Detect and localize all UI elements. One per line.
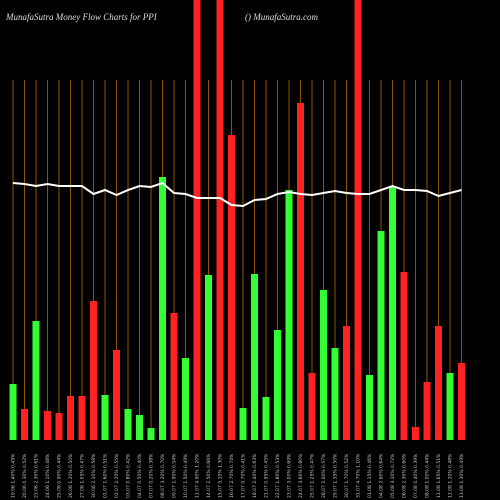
- bar: [136, 415, 143, 440]
- bar: [228, 135, 235, 440]
- x-tick-label: 14.07 2.50% 0.66%: [206, 453, 212, 498]
- bar: [331, 348, 339, 440]
- x-tick-label: 31.07 4.70% 1.10%: [356, 453, 362, 498]
- x-tick-label: 21.07 0.95% 0.45%: [264, 453, 270, 498]
- x-tick-label: 03.07 0.80% 0.42%: [126, 453, 132, 498]
- bar: [458, 363, 465, 440]
- bar: [67, 396, 74, 440]
- x-tick-label: 08.08 1.00% 0.44%: [425, 453, 431, 498]
- bar: [239, 408, 247, 440]
- x-tick-label: 07.07 0.20% 0.38%: [149, 453, 155, 498]
- bar: [113, 350, 120, 440]
- bar: [55, 413, 63, 440]
- x-tick-label: 04.08 2.60% 0.64%: [379, 453, 385, 498]
- bar: [366, 375, 373, 440]
- bar: [205, 275, 212, 440]
- chart-title: MunafaSutra Money Flow Charts for PPI: [5, 12, 158, 22]
- bar: [21, 409, 28, 440]
- bar: [159, 177, 166, 440]
- bar: [354, 0, 362, 440]
- x-tick-label: 30.07 1.70% 0.52%: [344, 453, 350, 498]
- x-tick-label: 23.06 2.30% 0.61%: [34, 453, 40, 498]
- bar: [343, 326, 350, 440]
- bar: [435, 326, 442, 440]
- x-tick-label: 22.07 1.80% 0.53%: [275, 453, 281, 498]
- x-tick-label: 23.07 3.00% 0.69%: [287, 453, 293, 498]
- bar: [216, 0, 224, 440]
- x-tick-label: 30.06 2.10% 0.58%: [91, 453, 97, 498]
- x-tick-label: 25.06 0.90% 0.44%: [57, 453, 63, 498]
- x-tick-label: 25.07 1.25% 0.47%: [310, 453, 316, 498]
- x-tick-label: 15.07 5.10% 1.30%: [218, 453, 224, 498]
- x-tick-label: 18.07 2.40% 0.63%: [252, 453, 258, 498]
- bar: [101, 395, 109, 440]
- x-tick-label: 24.06 1.10% 0.48%: [45, 453, 51, 498]
- x-tick-label: 07.08 0.40% 0.39%: [413, 453, 419, 498]
- bar: [251, 274, 258, 440]
- x-tick-label: 29.07 1.35% 0.50%: [333, 453, 339, 498]
- bar: [412, 427, 419, 440]
- x-tick-label: 08.07 3.20% 0.70%: [160, 453, 166, 498]
- x-tick-label: 05.08 3.10% 0.72%: [390, 453, 396, 498]
- x-tick-label: 04.07 0.50% 0.40%: [137, 453, 143, 498]
- x-tick-label: 09.07 1.90% 0.54%: [172, 453, 178, 498]
- x-tick-label: 19.06 1.40% 0.45%: [11, 453, 17, 498]
- bar: [285, 190, 293, 440]
- bar: [274, 330, 281, 440]
- bar: [44, 411, 51, 440]
- bar: [90, 301, 97, 440]
- x-tick-label: 28.07 2.00% 0.57%: [321, 453, 327, 498]
- x-tick-label: 24.07 3.60% 0.80%: [298, 453, 304, 498]
- bar: [147, 428, 155, 440]
- x-tick-label: 26.06 1.20% 0.50%: [68, 453, 74, 498]
- bar: [308, 373, 316, 440]
- bar: [182, 358, 189, 440]
- x-tick-label: 01.08 1.15% 0.46%: [367, 453, 373, 498]
- x-tick-label: 11.07 4.90% 1.20%: [195, 453, 201, 498]
- bar: [124, 409, 132, 440]
- bar: [262, 397, 270, 440]
- bar: [423, 382, 431, 440]
- bar: [400, 272, 408, 440]
- bar: [297, 103, 304, 440]
- bar: [389, 186, 396, 440]
- chart-subtitle: () MunafaSutra.com: [245, 12, 318, 22]
- x-tick-label: 10.07 1.50% 0.49%: [183, 453, 189, 498]
- x-tick-label: 16.07 2.70% 0.74%: [229, 453, 235, 498]
- bar: [193, 0, 201, 440]
- x-tick-label: 11.08 1.65% 0.51%: [436, 453, 442, 498]
- bar: [446, 373, 454, 440]
- bar: [32, 321, 40, 440]
- x-tick-label: 01.07 1.60% 0.51%: [103, 453, 109, 498]
- x-tick-label: 02.07 2.20% 0.55%: [114, 453, 120, 498]
- bar: [170, 313, 178, 440]
- x-tick-label: 17.07 0.70% 0.41%: [241, 453, 247, 498]
- bar: [320, 290, 327, 440]
- x-tick-label: 27.06 1.05% 0.47%: [80, 453, 86, 498]
- bar: [377, 231, 385, 440]
- x-tick-label: 13.08 1.30% 0.49%: [459, 453, 465, 498]
- x-tick-label: 06.08 2.30% 0.60%: [402, 453, 408, 498]
- x-tick-label: 12.08 1.20% 0.48%: [448, 453, 454, 498]
- bar: [9, 384, 17, 440]
- bar: [78, 396, 86, 440]
- x-tick-label: 20.06 0.30% 0.52%: [22, 453, 28, 498]
- price-line: [12, 181, 462, 208]
